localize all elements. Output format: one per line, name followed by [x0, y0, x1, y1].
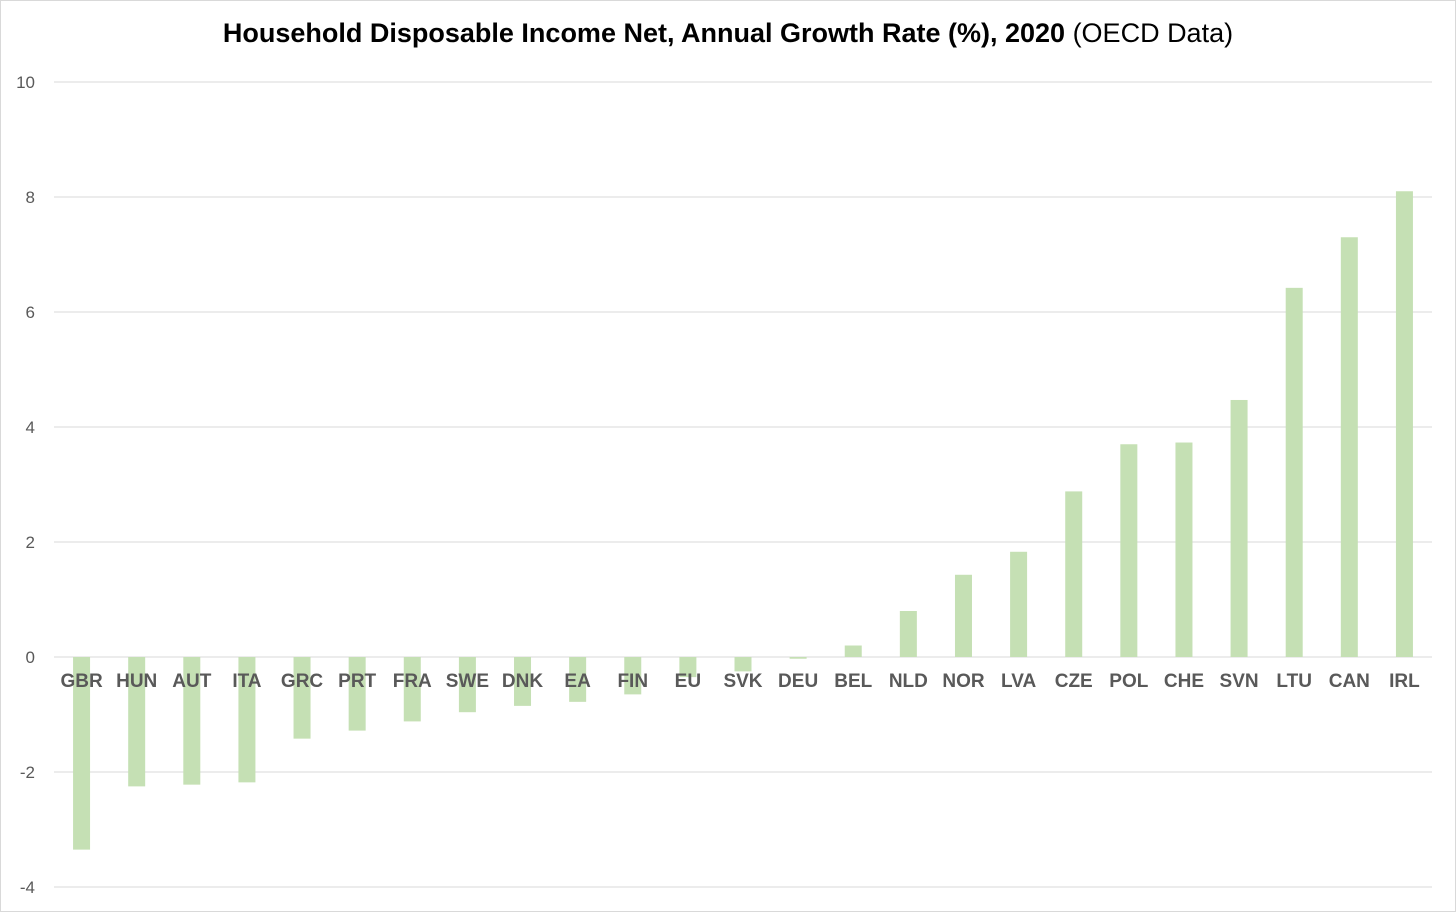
category-label: CAN [1329, 671, 1370, 692]
gridlines [54, 81, 1432, 888]
y-axis-tick-labels: 10 8 6 4 2 0 -2 -4 [16, 73, 35, 897]
bar-nor [954, 574, 972, 657]
bar-prt [348, 657, 366, 731]
category-label: NOR [942, 671, 985, 692]
bar-bel [844, 645, 862, 657]
category-label: EA [564, 671, 591, 692]
category-label: BEL [834, 671, 872, 692]
bar-hun [128, 657, 146, 787]
category-label: CHE [1164, 671, 1204, 692]
category-label: POL [1109, 671, 1148, 692]
bar-gbr [73, 657, 91, 850]
category-label: LTU [1276, 671, 1312, 692]
bar-can [1340, 237, 1358, 657]
bar-eu [679, 657, 697, 678]
category-label: ITA [232, 671, 261, 692]
y-tick-label: -2 [20, 763, 35, 782]
category-label: IRL [1389, 671, 1420, 692]
category-label: AUT [172, 671, 211, 692]
bar-irl [1395, 191, 1413, 657]
category-label: SVN [1220, 671, 1259, 692]
category-label: FIN [617, 671, 648, 692]
bar-nld [899, 611, 917, 657]
category-label: GRC [281, 671, 324, 692]
category-label: DEU [778, 671, 818, 692]
category-label: LVA [1001, 671, 1036, 692]
bar-lva [1010, 551, 1028, 657]
bar-ltu [1285, 287, 1303, 657]
bar-pol [1120, 444, 1138, 657]
bar-fin [624, 657, 642, 695]
category-label: EU [675, 671, 701, 692]
y-tick-label: 10 [16, 73, 35, 92]
bar-svn [1230, 399, 1248, 657]
chart-title-suffix: (OECD Data) [1072, 18, 1234, 48]
y-tick-label: -4 [20, 878, 35, 897]
chart-title-main: Household Disposable Income Net, Annual … [222, 18, 1066, 48]
bars [73, 191, 1413, 850]
bar-deu [789, 657, 807, 659]
chart-title: Household Disposable Income Net, Annual … [0, 18, 1456, 49]
y-tick-label: 2 [26, 533, 35, 552]
bar-che [1175, 442, 1193, 657]
bar-ita [238, 657, 256, 783]
category-label: PRT [338, 671, 376, 692]
category-label: NLD [889, 671, 928, 692]
bar-ea [569, 657, 587, 702]
category-label: FRA [393, 671, 432, 692]
bar-grc [293, 657, 311, 739]
y-tick-label: 4 [26, 418, 35, 437]
bar-dnk [514, 657, 532, 706]
category-label: SVK [723, 671, 762, 692]
y-tick-label: 6 [26, 303, 35, 322]
bar-fra [403, 657, 421, 722]
category-label: HUN [116, 671, 157, 692]
bar-cze [1065, 491, 1083, 657]
category-label: CZE [1055, 671, 1093, 692]
y-tick-label: 0 [26, 648, 35, 667]
bar-svk [734, 657, 752, 672]
category-label: DNK [502, 671, 543, 692]
y-tick-label: 8 [26, 188, 35, 207]
bar-aut [183, 657, 201, 785]
category-label: GBR [60, 671, 103, 692]
category-labels: GBR HUN AUT ITA GRC PRT FRA SWE DNK EA FIN EU SVK DEU… [60, 671, 1420, 692]
bar-swe [458, 657, 476, 713]
category-label: SWE [446, 671, 489, 692]
